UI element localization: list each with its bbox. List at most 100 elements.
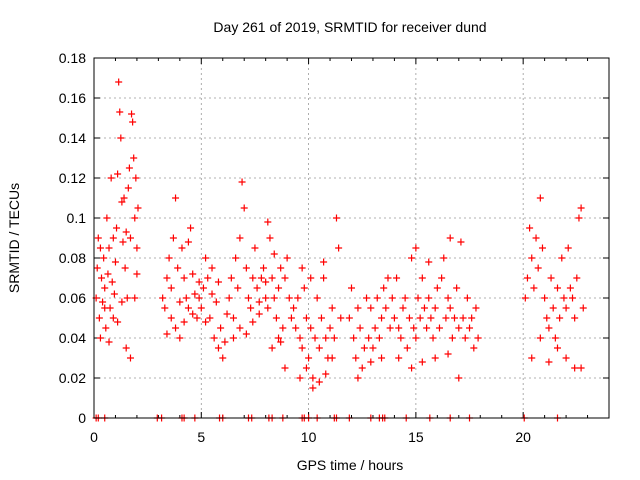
data-point (105, 244, 113, 252)
x-tick-label: 20 (515, 429, 531, 445)
data-point (388, 294, 396, 302)
data-point (455, 324, 463, 332)
data-point (118, 298, 126, 306)
data-point (575, 214, 583, 222)
data-point (184, 304, 192, 312)
data-point (573, 274, 581, 282)
data-point (534, 264, 542, 272)
data-point (545, 358, 553, 366)
data-point (569, 294, 577, 302)
data-point (174, 264, 182, 272)
data-point (292, 324, 300, 332)
data-point (109, 314, 117, 322)
data-point (111, 258, 119, 266)
data-point (554, 284, 561, 292)
data-point (468, 314, 476, 322)
data-point (172, 194, 180, 202)
data-point (95, 314, 103, 322)
data-point (110, 290, 118, 298)
data-point (393, 274, 401, 282)
data-point (262, 294, 270, 302)
data-point (202, 318, 210, 326)
data-point (326, 324, 334, 332)
data-point (440, 254, 448, 262)
data-point (412, 244, 420, 252)
y-tick-label: 0.14 (59, 130, 86, 146)
data-point (367, 358, 375, 366)
data-point (453, 284, 461, 292)
data-point (242, 264, 250, 272)
data-point (528, 354, 536, 362)
axis-ticks: 0 0.02 0.04 0.06 0.08 0.1 0.12 0.14 0.16 0.18 0 5 10… (59, 50, 609, 445)
data-point (249, 274, 257, 282)
data-point (521, 294, 529, 302)
data-point (408, 364, 416, 372)
data-point (309, 374, 317, 382)
x-tick-label: 5 (197, 429, 205, 445)
data-point (101, 304, 109, 312)
x-tick-label: 0 (90, 429, 98, 445)
data-point (446, 234, 454, 242)
data-point (227, 274, 235, 282)
data-point (178, 244, 186, 252)
data-point (223, 310, 231, 318)
data-point (114, 170, 122, 178)
data-point (566, 284, 574, 292)
data-point (433, 284, 441, 292)
data-point (470, 344, 478, 352)
data-point (541, 294, 549, 302)
data-point (191, 290, 199, 298)
data-point (294, 294, 302, 302)
data-point (472, 304, 480, 312)
data-point (255, 310, 263, 318)
data-point (378, 314, 386, 322)
data-point (247, 304, 255, 312)
data-point (197, 304, 205, 312)
data-point (420, 304, 428, 312)
data-point (330, 334, 338, 342)
data-point (113, 224, 121, 232)
data-point (315, 378, 323, 386)
y-tick-label: 0.12 (59, 170, 86, 186)
data-point (184, 238, 192, 246)
data-point (182, 294, 190, 302)
data-point (125, 164, 133, 172)
data-point (100, 254, 108, 262)
data-point (214, 344, 222, 352)
data-point (167, 314, 175, 322)
data-point (579, 304, 587, 312)
data-point (545, 324, 553, 332)
data-point (204, 274, 212, 282)
data-point (281, 364, 289, 372)
data-point (444, 350, 452, 358)
data-point (268, 274, 276, 282)
data-point (423, 324, 431, 332)
data-points (92, 78, 587, 422)
data-point (386, 324, 394, 332)
data-point (577, 204, 585, 212)
data-point (380, 284, 388, 292)
data-point (356, 324, 364, 332)
data-point (165, 254, 173, 262)
data-point (427, 314, 435, 322)
data-point (360, 344, 368, 352)
data-point (93, 264, 101, 272)
data-point (444, 294, 452, 302)
data-point (277, 264, 285, 272)
data-point (307, 324, 315, 332)
data-point (305, 354, 313, 362)
x-tick-label: 10 (301, 429, 317, 445)
data-point (448, 334, 456, 342)
data-point (122, 344, 130, 352)
data-point (536, 194, 544, 202)
data-point (176, 298, 184, 306)
data-point (322, 334, 330, 342)
data-point (549, 304, 557, 312)
data-point (133, 270, 141, 278)
data-point (526, 224, 534, 232)
data-point (431, 304, 439, 312)
data-point (105, 338, 113, 346)
data-point (322, 370, 330, 378)
data-point (350, 334, 358, 342)
